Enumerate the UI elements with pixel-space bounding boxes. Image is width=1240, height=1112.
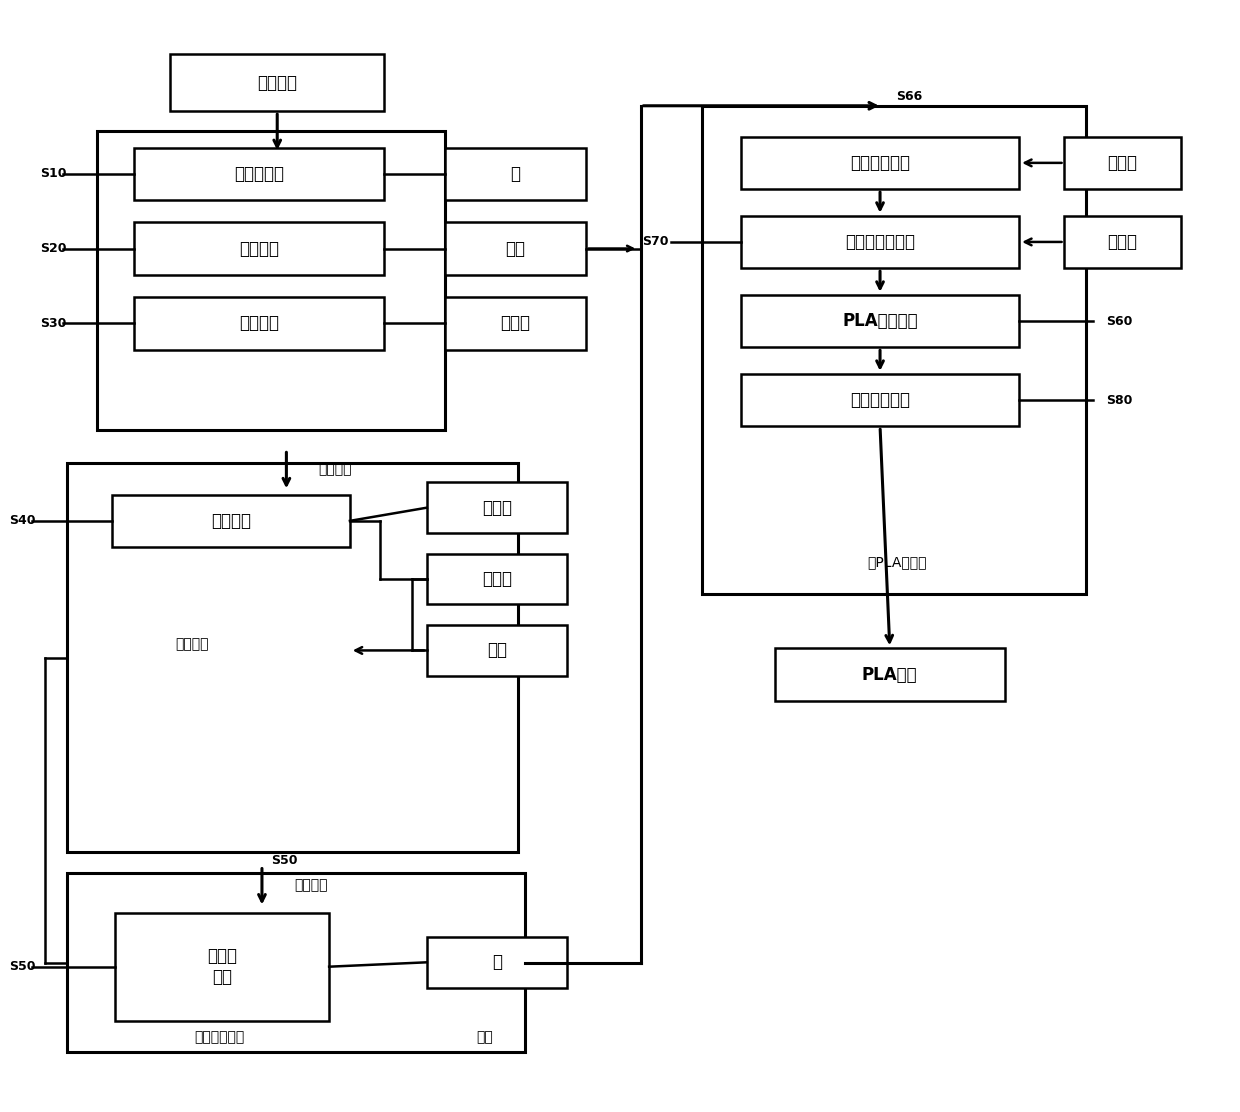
Bar [67,463,518,853]
Text: S60: S60 [1106,315,1132,328]
Text: 乳酸纯化工序: 乳酸纯化工序 [851,153,910,172]
Text: 原料溶器: 原料溶器 [257,73,298,91]
Bar [740,374,1019,426]
Text: S80: S80 [1106,394,1132,407]
Text: 添加剂: 添加剂 [482,498,512,517]
Text: 催化剂: 催化剂 [1107,232,1137,251]
Bar [134,222,384,275]
Text: 发酵培液: 发酵培液 [294,878,327,893]
Bar [702,106,1086,595]
Text: S20: S20 [40,242,66,255]
Text: （过滤）: （过滤） [176,637,210,651]
Text: 水: 水 [492,953,502,971]
Text: PLA树脂: PLA树脂 [862,666,918,684]
Text: 添加剂: 添加剂 [1107,153,1137,172]
Bar [427,554,568,604]
Bar [740,295,1019,347]
Text: 乳酸菌: 乳酸菌 [482,570,512,588]
Text: 乳酸: 乳酸 [476,1030,492,1044]
Bar [112,495,350,547]
Bar [67,873,525,1052]
Text: 糖胺化工序: 糖胺化工序 [234,165,284,182]
Bar [427,483,568,533]
Bar [1064,216,1180,268]
Bar [134,148,384,200]
Text: S10: S10 [40,168,66,180]
Bar [740,216,1019,268]
Bar [170,54,384,111]
Bar [445,148,585,200]
Text: 丙交酯生成工序: 丙交酯生成工序 [844,232,915,251]
Bar [445,297,585,349]
Bar [445,222,585,275]
Text: 乳糖: 乳糖 [506,239,526,258]
Text: S50: S50 [9,960,36,973]
Bar [740,137,1019,189]
Bar [134,297,384,349]
Bar [427,625,568,676]
Text: 接菌: 接菌 [487,642,507,659]
Text: 水: 水 [511,165,521,182]
Text: S66: S66 [897,90,923,103]
Text: S30: S30 [40,317,66,329]
Text: 发酵工序: 发酵工序 [211,512,250,529]
Text: 糖化工序: 糖化工序 [239,315,279,332]
Bar [115,913,329,1021]
Bar [1064,137,1180,189]
Text: （乳酸提取）: （乳酸提取） [195,1030,244,1044]
Text: S70: S70 [642,236,668,248]
Bar [97,131,445,429]
Text: （PLA熟化）: （PLA熟化） [868,556,926,569]
Text: S40: S40 [9,515,36,527]
Text: 糖化酶: 糖化酶 [501,315,531,332]
Text: 液化工序: 液化工序 [239,239,279,258]
Text: 余膜挥发工序: 余膜挥发工序 [851,391,910,409]
Bar [427,937,568,987]
Text: 电透析
工序: 电透析 工序 [207,947,237,986]
Text: PLA聚合工序: PLA聚合工序 [842,312,918,330]
Bar [775,648,1004,701]
Text: 单糖培液: 单糖培液 [319,463,352,476]
Text: S50: S50 [270,854,298,866]
